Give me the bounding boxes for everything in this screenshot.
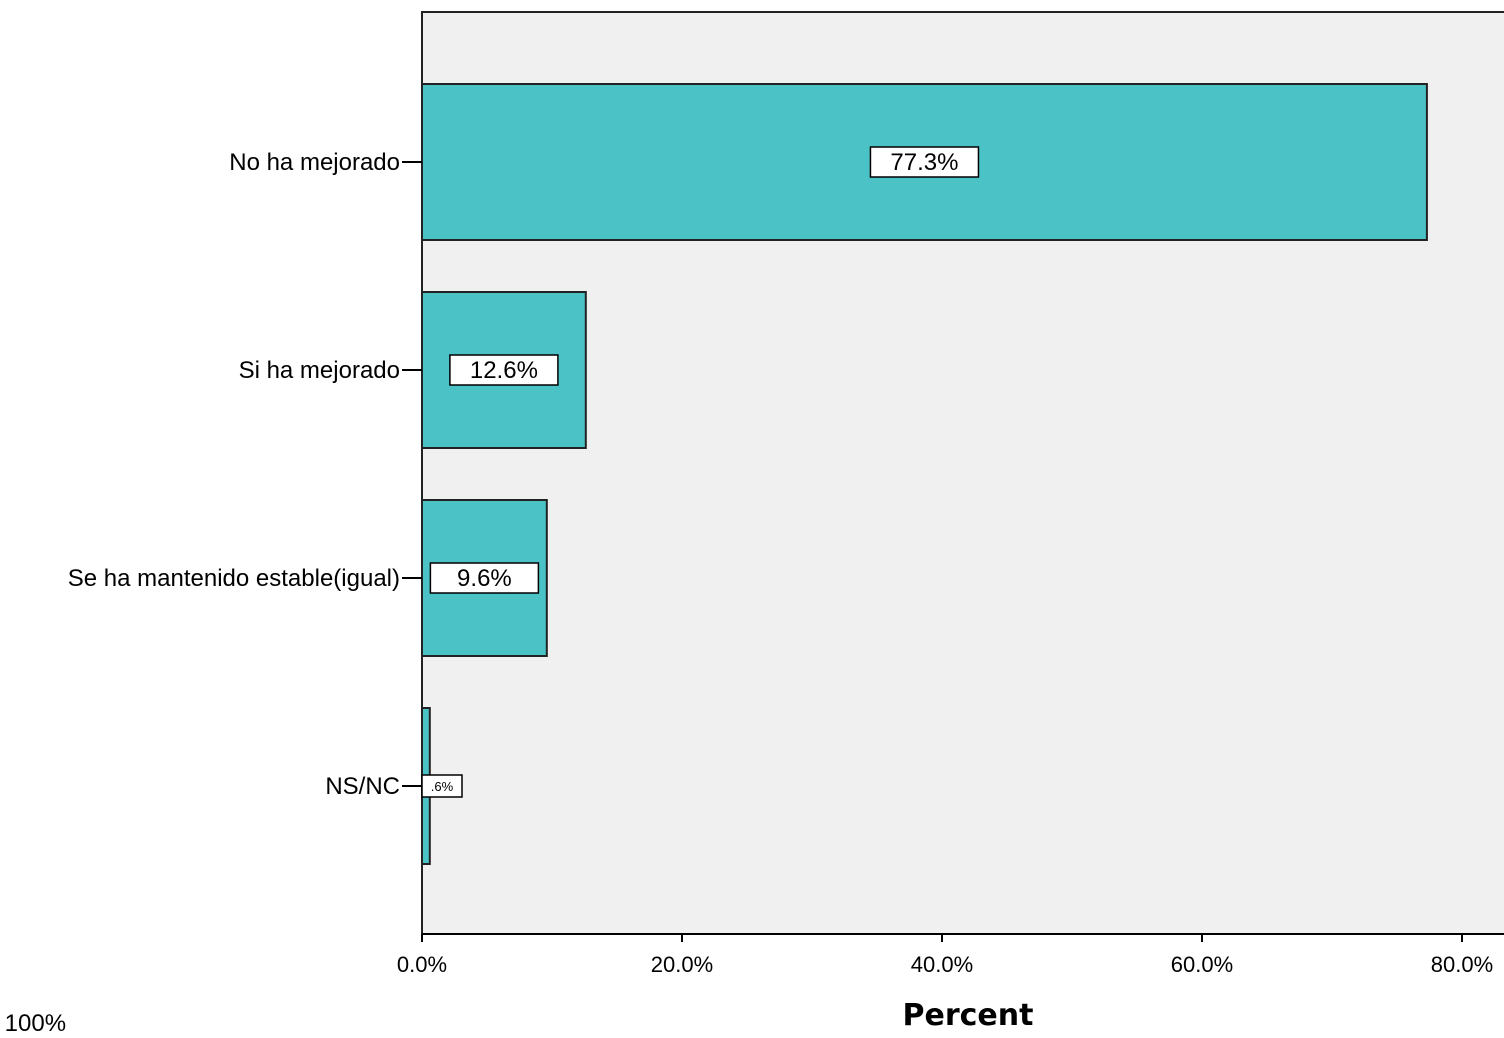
data-label-box-0: [869, 146, 980, 178]
x-tick-label-0: 0.0%: [397, 952, 447, 977]
category-label-0: No ha mejorado: [229, 149, 400, 176]
x-tick-label-3: 60.0%: [1171, 952, 1233, 977]
data-label-2: 9.6%: [457, 565, 512, 592]
data-label-1: 12.6%: [470, 357, 538, 384]
category-label-2: Se ha mantenido estable(igual): [68, 565, 400, 592]
data-label-3: .6%: [431, 779, 454, 794]
x-tick-label-2: 40.0%: [911, 952, 973, 977]
data-label-box-2: [429, 562, 540, 594]
x-axis: 0.0% 20.0% 40.0% 60.0% 80.0%: [397, 933, 1504, 977]
category-label-1: Si ha mejorado: [239, 357, 400, 384]
footnote: a: 100%: [0, 1010, 67, 1037]
y-axis: No ha mejorado Si ha mejorado Se ha manten…: [68, 149, 422, 800]
x-tick-label-4: 80.0%: [1431, 952, 1493, 977]
data-label-0: 77.3%: [890, 149, 958, 176]
category-label-3: NS/NC: [325, 773, 400, 800]
data-label-box-1: [449, 354, 559, 386]
x-tick-label-1: 20.0%: [651, 952, 713, 977]
x-axis-title: Percent: [903, 998, 1034, 1029]
data-labels-layer: 77.3% 12.6% 9.6% .6%: [421, 146, 980, 798]
